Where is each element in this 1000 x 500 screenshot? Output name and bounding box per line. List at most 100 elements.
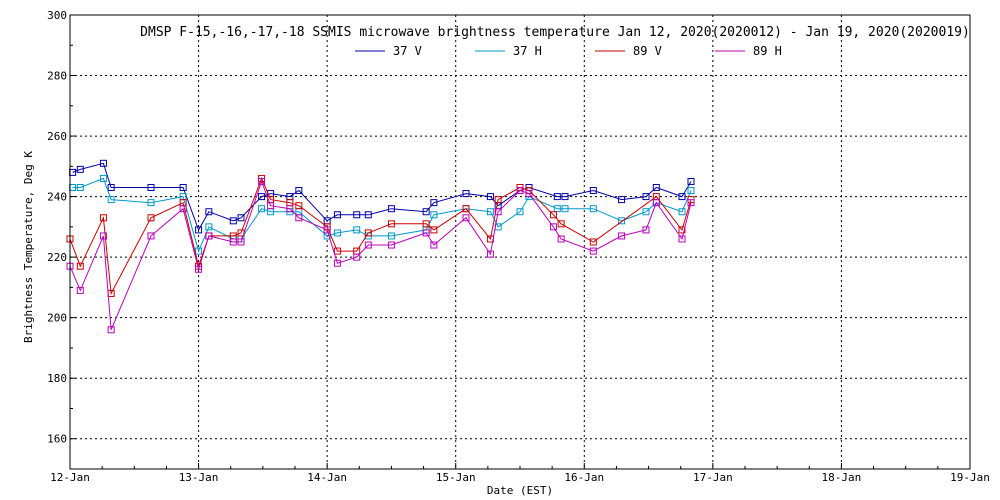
data-point — [258, 177, 266, 185]
data-point — [258, 193, 266, 201]
data-point — [678, 226, 686, 234]
data-point — [387, 205, 395, 213]
data-point — [229, 217, 237, 225]
data-point — [494, 208, 502, 216]
data-point — [147, 184, 155, 192]
x-tick-label: 14-Jan — [307, 471, 347, 484]
x-tick-label: 17-Jan — [693, 471, 733, 484]
data-point — [422, 220, 430, 228]
data-point — [147, 199, 155, 207]
legend: 37 V 37 H 89 V 89 H — [355, 44, 782, 58]
data-point — [486, 208, 494, 216]
x-tick-label: 13-Jan — [179, 471, 219, 484]
data-point — [76, 184, 84, 192]
y-tick-label: 180 — [47, 372, 67, 385]
data-point — [333, 259, 341, 267]
data-point — [589, 247, 597, 255]
data-point — [652, 184, 660, 192]
data-point — [99, 214, 107, 222]
data-point — [237, 214, 245, 222]
data-point — [267, 202, 275, 210]
data-point — [99, 159, 107, 167]
data-point — [364, 241, 372, 249]
series-line — [72, 177, 692, 253]
data-point — [333, 211, 341, 219]
data-point — [652, 199, 660, 207]
data-point — [618, 217, 626, 225]
data-point — [642, 193, 650, 201]
x-tick-label: 19-Jan — [950, 471, 990, 484]
data-point — [147, 214, 155, 222]
data-point — [99, 232, 107, 240]
data-point — [430, 211, 438, 219]
x-tick-label: 12-Jan — [50, 471, 90, 484]
data-point — [195, 247, 203, 255]
legend-label: 89 V — [633, 44, 662, 58]
x-tick-label: 18-Jan — [822, 471, 862, 484]
y-tick-label: 160 — [47, 433, 67, 446]
data-point — [462, 214, 470, 222]
data-point — [286, 205, 294, 213]
data-point — [147, 232, 155, 240]
data-point — [364, 211, 372, 219]
data-point — [494, 196, 502, 204]
data-point — [687, 177, 695, 185]
y-tick-label: 240 — [47, 191, 67, 204]
data-point — [353, 226, 361, 234]
data-point — [107, 184, 115, 192]
data-point — [516, 187, 524, 195]
data-point — [589, 238, 597, 246]
x-axis-label: Date (EST) — [487, 484, 553, 497]
data-point — [618, 196, 626, 204]
x-axis: 12-Jan 13-Jan 14-Jan 15-Jan 16-Jan 17-Jan 18-J… — [50, 463, 990, 484]
legend-label: 37 V — [393, 44, 422, 58]
data-point — [353, 211, 361, 219]
data-point — [678, 208, 686, 216]
data-point — [557, 220, 565, 228]
data-point — [618, 232, 626, 240]
data-point — [99, 174, 107, 182]
data-point — [589, 205, 597, 213]
plot-frame — [69, 14, 971, 470]
data-point — [430, 226, 438, 234]
data-point — [229, 238, 237, 246]
x-tick-label: 15-Jan — [436, 471, 476, 484]
data-point — [323, 226, 331, 234]
data-point — [195, 265, 203, 273]
data-point — [76, 286, 84, 294]
y-tick-label: 200 — [47, 312, 67, 325]
data-point — [107, 326, 115, 334]
data-point — [76, 262, 84, 270]
data-point — [430, 199, 438, 207]
data-point — [553, 193, 561, 201]
data-point — [549, 223, 557, 231]
data-point — [589, 187, 597, 195]
grid — [70, 15, 970, 469]
data-point — [205, 232, 213, 240]
data-point — [422, 208, 430, 216]
data-point — [205, 223, 213, 231]
data-point — [561, 205, 569, 213]
data-point — [549, 211, 557, 219]
data-point — [179, 205, 187, 213]
series-line — [69, 180, 692, 330]
data-point — [333, 229, 341, 237]
data-point — [76, 165, 84, 173]
data-point — [486, 250, 494, 258]
series-line — [69, 177, 692, 296]
data-point — [387, 232, 395, 240]
data-point — [258, 205, 266, 213]
data-point — [678, 193, 686, 201]
data-point — [107, 196, 115, 204]
data-point — [295, 214, 303, 222]
data-point — [430, 241, 438, 249]
data-point — [295, 187, 303, 195]
data-point — [557, 235, 565, 243]
data-point — [687, 187, 695, 195]
data-point — [422, 229, 430, 237]
data-point — [642, 208, 650, 216]
data-point — [516, 208, 524, 216]
data-point — [486, 193, 494, 201]
y-tick-label: 280 — [47, 70, 67, 83]
